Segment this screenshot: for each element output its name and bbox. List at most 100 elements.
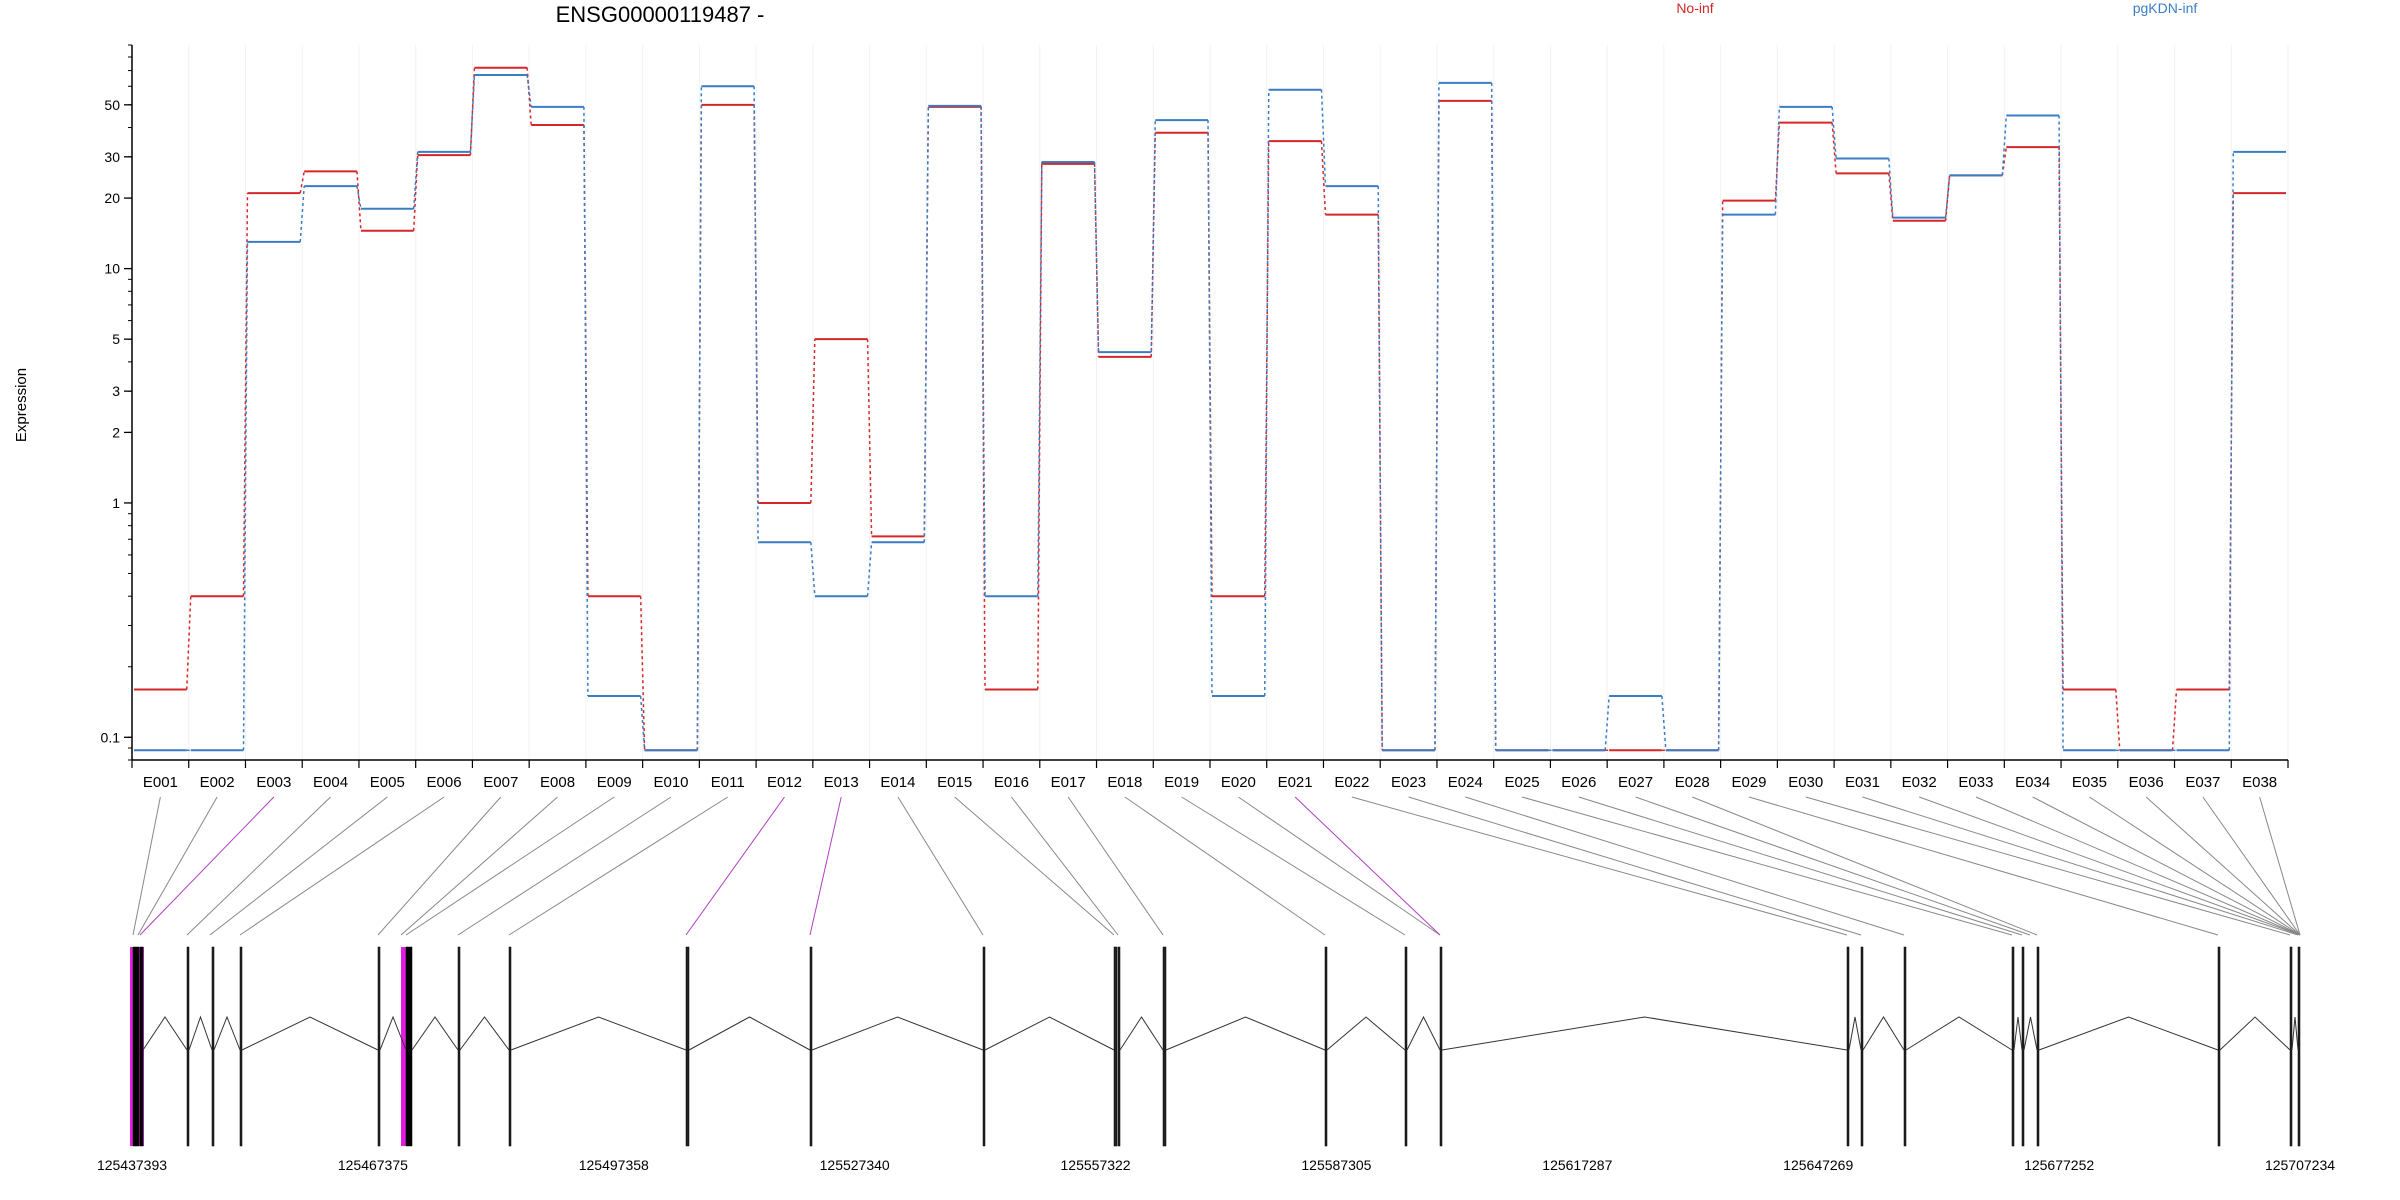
- exon-label-e001: E001: [143, 774, 178, 791]
- exon-label-e029: E029: [1731, 774, 1766, 791]
- intron-link: [241, 1016, 379, 1051]
- connector-e025: [1521, 796, 2013, 936]
- exon-block: [1117, 946, 1121, 1147]
- series-transition: [2115, 689, 2121, 751]
- intron-link: [1119, 1016, 1164, 1051]
- series-transition: [356, 185, 362, 209]
- exon-label-e019: E019: [1164, 774, 1199, 791]
- exon-block: [2217, 946, 2221, 1147]
- series-layer: [134, 66, 2286, 752]
- series-transition: [242, 241, 249, 751]
- series-transition: [2171, 689, 2178, 751]
- intron-link: [984, 1016, 1115, 1051]
- coordinate-label: 125617287: [1542, 1157, 1612, 1173]
- connector-e020: [1238, 796, 1441, 936]
- intron-link: [1441, 1016, 1848, 1051]
- exon-block: [1439, 946, 1443, 1147]
- series-transition: [866, 339, 873, 537]
- connector-e036: [2145, 796, 2301, 936]
- exon-label-e016: E016: [994, 774, 1029, 791]
- intron-link: [2038, 1016, 2219, 1051]
- connector-e005: [209, 796, 388, 936]
- series-transition: [1888, 173, 1894, 221]
- series-transition: [980, 105, 986, 597]
- chart-title: ENSG00000119487 -: [556, 2, 765, 27]
- connector-e008: [400, 796, 558, 936]
- exon-label-e002: E002: [200, 774, 235, 791]
- connector-e034: [2032, 796, 2301, 936]
- connector-e006: [239, 796, 445, 936]
- exon-block: [405, 946, 413, 1147]
- connector-e013: [809, 796, 842, 936]
- exon-label-e030: E030: [1788, 774, 1823, 791]
- series-transition: [412, 155, 419, 231]
- y-axis-label: Expression: [13, 368, 30, 442]
- series-transition: [1037, 162, 1043, 597]
- exon-label-e018: E018: [1107, 774, 1142, 791]
- exon-block: [2297, 946, 2301, 1147]
- series-transition: [2058, 115, 2064, 751]
- exon-block: [186, 946, 190, 1147]
- connector-e023: [1408, 796, 1862, 936]
- exon-label-e028: E028: [1675, 774, 1710, 791]
- connector-e018: [1124, 796, 1326, 936]
- connector-e035: [2089, 796, 2301, 936]
- legend: No-inf pgKDN-inf: [1676, 0, 2197, 16]
- exon-block: [1404, 946, 1408, 1147]
- intron-link: [459, 1016, 510, 1051]
- coordinate-label: 125467375: [338, 1157, 408, 1173]
- series-transition: [1150, 120, 1157, 353]
- connector-e024: [1465, 796, 1905, 936]
- series-transition: [696, 86, 703, 751]
- y-tick-label: 30: [104, 149, 120, 165]
- exon-block: [132, 946, 140, 1147]
- series-transition: [1377, 186, 1383, 751]
- connector-e007: [377, 796, 502, 936]
- exon-label-e024: E024: [1448, 774, 1483, 791]
- exon-label-e011: E011: [711, 774, 745, 791]
- y-tick-label: 2: [112, 424, 120, 440]
- connector-e037: [2202, 796, 2301, 936]
- exon-block: [982, 946, 986, 1147]
- connector-e028: [1692, 796, 2038, 936]
- series-transition: [242, 193, 249, 597]
- exon-block: [239, 946, 243, 1147]
- series-transition: [1888, 158, 1894, 218]
- exon-block: [1113, 946, 1118, 1147]
- coordinate-label: 125437393: [97, 1157, 167, 1173]
- exon-block: [211, 946, 215, 1147]
- series-transition: [1263, 141, 1270, 597]
- connector-e010: [457, 796, 672, 936]
- series-transition: [299, 171, 305, 194]
- exon-block: [2289, 946, 2293, 1147]
- exon-label-e021: E021: [1278, 774, 1313, 791]
- exon-block: [377, 946, 381, 1147]
- exon-block: [2021, 946, 2025, 1147]
- exon-label-e038: E038: [2242, 774, 2277, 791]
- y-tick-label: 1: [112, 495, 120, 511]
- exon-block: [1846, 946, 1850, 1147]
- exon-label-e007: E007: [483, 774, 518, 791]
- exon-block: [508, 946, 512, 1147]
- connector-e038: [2259, 796, 2301, 936]
- series-transition: [583, 106, 589, 697]
- series-pgkdn-inf: [134, 74, 2286, 752]
- connector-e011: [508, 796, 729, 936]
- x-axis: E001 E002 E003 E004 E005 E006 E007 E008 E009 E010…: [131, 759, 2289, 791]
- connector-e022: [1351, 796, 1848, 936]
- exon-label-e027: E027: [1618, 774, 1653, 791]
- connector-e030: [1805, 796, 2291, 936]
- intron-link: [379, 1015, 407, 1051]
- exon-block: [2036, 946, 2040, 1147]
- exon-label-e037: E037: [2185, 774, 2220, 791]
- series-transition: [469, 67, 476, 156]
- intron-link: [1406, 1015, 1441, 1051]
- connector-e015: [954, 796, 1115, 936]
- intron-link: [188, 1015, 213, 1051]
- exon-block: [1324, 946, 1328, 1147]
- exon-label-e033: E033: [1958, 774, 1993, 791]
- intron-link: [811, 1016, 984, 1051]
- exon-label-e035: E035: [2072, 774, 2107, 791]
- exon-label-e010: E010: [653, 774, 688, 791]
